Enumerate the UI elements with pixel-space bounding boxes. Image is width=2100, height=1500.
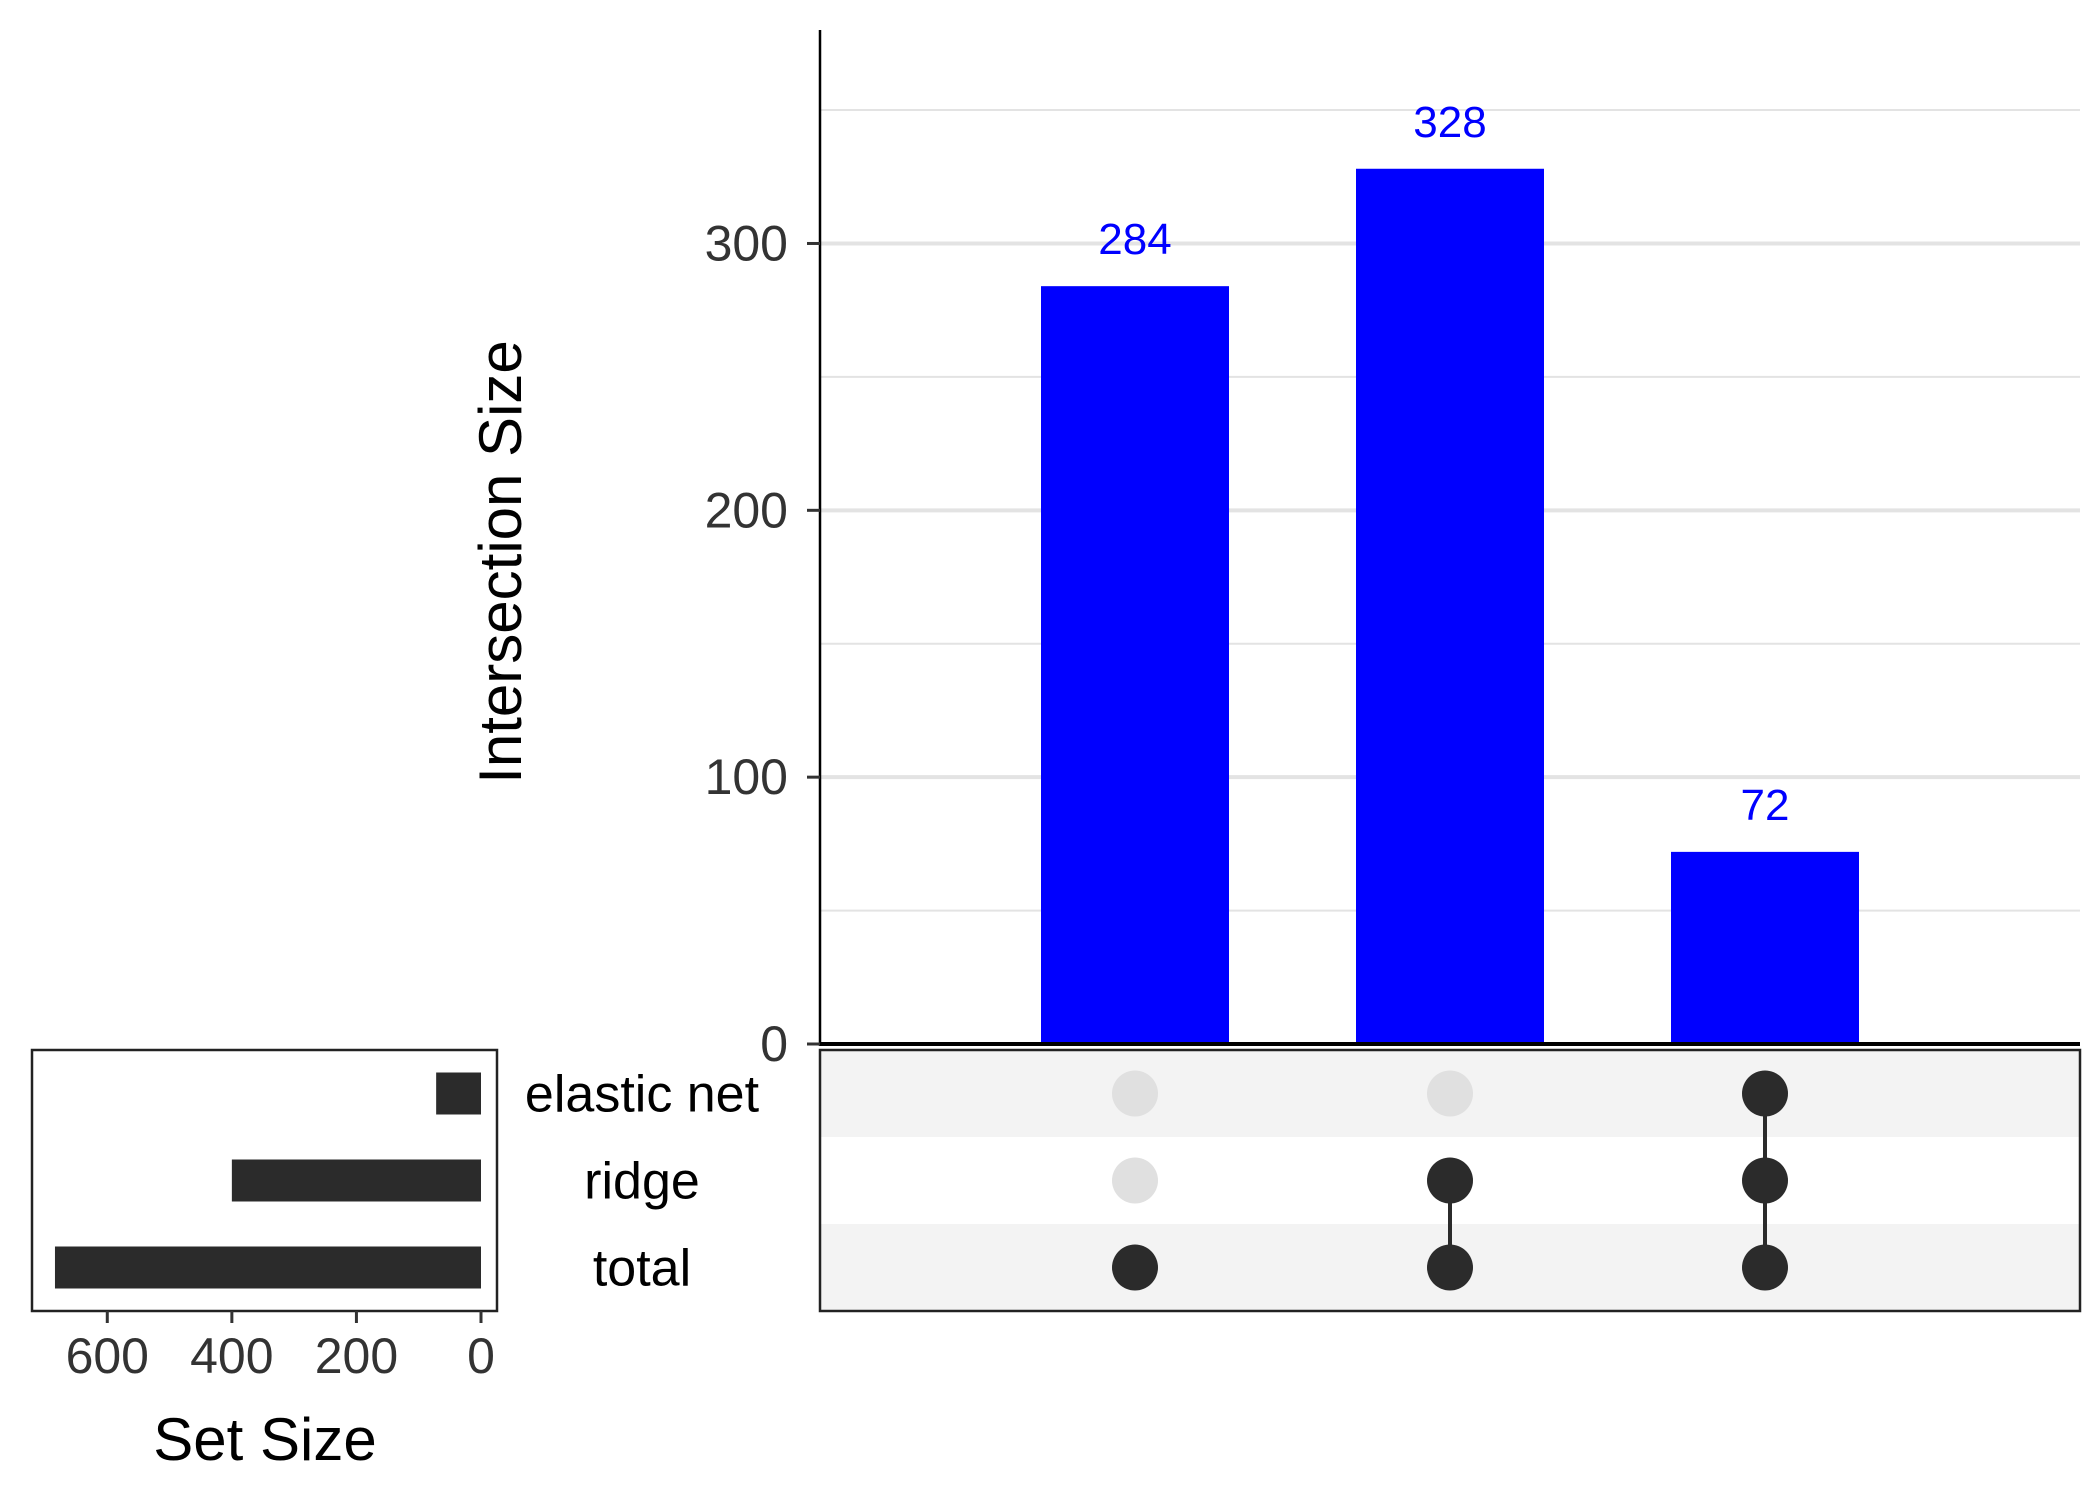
set-label: elastic net: [525, 1066, 760, 1124]
intersection-bars: [1041, 168, 1859, 1045]
matrix-dot-active: [1427, 1157, 1473, 1204]
y-tick-label: 200: [705, 482, 788, 538]
y-tick-label: 300: [705, 215, 788, 271]
intersection-bar: [1671, 851, 1859, 1044]
matrix-dot-active: [1742, 1070, 1788, 1117]
set-size-bar: [54, 1246, 482, 1289]
intersection-bar: [1041, 286, 1229, 1044]
matrix-dot-inactive: [1112, 1157, 1158, 1204]
x-tick-label: 600: [66, 1328, 149, 1384]
x-tick-label: 0: [467, 1328, 495, 1384]
y-tick-label: 100: [705, 749, 788, 805]
matrix-panel: [818, 1048, 2082, 1313]
intersection-bar-label: 328: [1413, 98, 1486, 147]
set-size-bar: [231, 1159, 481, 1202]
matrix-dot-active: [1742, 1157, 1788, 1204]
matrix-dot-active: [1112, 1244, 1158, 1291]
matrix-dot-inactive: [1112, 1070, 1158, 1117]
matrix-dot-inactive: [1427, 1070, 1473, 1117]
matrix-dot-active: [1427, 1244, 1473, 1291]
x-tick-label: 400: [190, 1328, 273, 1384]
set-size-border: [30, 1048, 499, 1313]
x-tick-label: 200: [315, 1328, 398, 1384]
set-size-panel: [30, 1048, 499, 1323]
set-label: total: [593, 1240, 691, 1298]
set-size-bar: [436, 1072, 481, 1115]
y-tick-label: 0: [760, 1016, 788, 1072]
matrix-dot-active: [1742, 1244, 1788, 1291]
intersection-bar-label: 72: [1741, 781, 1790, 830]
intersection-bar-label: 284: [1098, 215, 1171, 264]
matrix-border: [818, 1048, 2082, 1313]
x-axis-title: Set Size: [153, 1406, 376, 1473]
set-label: ridge: [584, 1153, 700, 1211]
intersection-bar: [1356, 168, 1544, 1045]
y-axis-title: Intersection Size: [467, 340, 534, 784]
